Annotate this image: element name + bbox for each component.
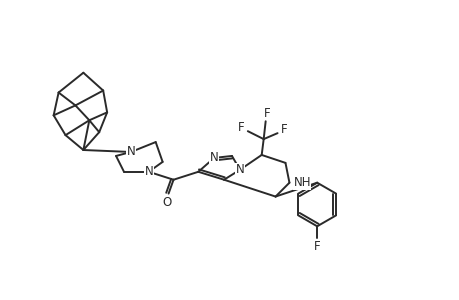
Text: O: O [162, 196, 171, 209]
Text: N: N [235, 163, 244, 176]
Text: N: N [126, 146, 135, 158]
Text: F: F [280, 123, 287, 136]
Text: F: F [237, 121, 244, 134]
Text: N: N [209, 152, 218, 164]
Text: NH: NH [293, 176, 310, 189]
Text: F: F [264, 107, 270, 120]
Text: F: F [313, 240, 320, 253]
Text: N: N [144, 165, 153, 178]
